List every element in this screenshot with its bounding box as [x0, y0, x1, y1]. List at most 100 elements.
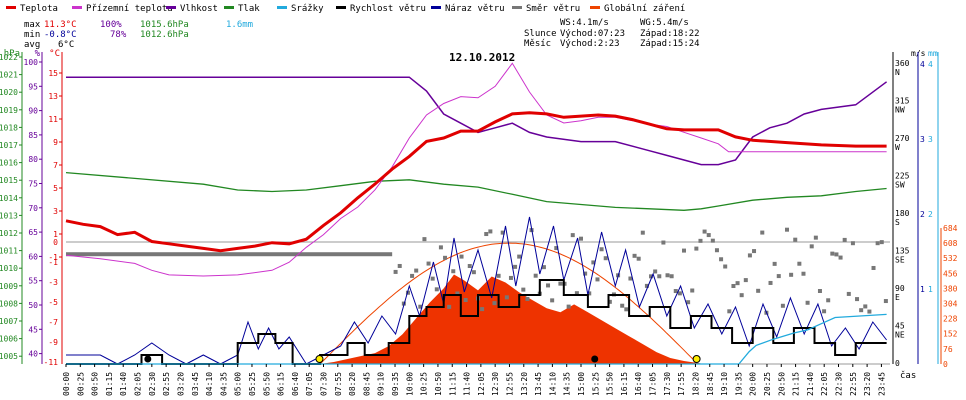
- wind-direction-point: [554, 246, 559, 251]
- wind-direction-point: [756, 288, 761, 293]
- tick-label: 85: [28, 131, 38, 140]
- tick-label: 7: [53, 161, 58, 170]
- wind-direction-point: [801, 271, 806, 276]
- wind-direction-point: [838, 255, 843, 260]
- tick-label: NW: [895, 106, 905, 115]
- wind-direction-point: [859, 308, 864, 313]
- wind-direction-point: [455, 291, 460, 296]
- wind-direction-point: [624, 307, 629, 312]
- x-tick-label: 03:45: [191, 372, 200, 396]
- wind-direction-point: [566, 304, 571, 309]
- tick-label: 684: [943, 224, 958, 233]
- chart-legend: Teplota Přízemní teplota Vlhkost Tlak Srážky…: [6, 4, 685, 14]
- tick-label: 1018: [0, 123, 18, 132]
- wind-direction-point: [410, 273, 415, 278]
- wind-direction-point: [842, 237, 847, 242]
- tick-label: 0: [943, 360, 948, 369]
- x-tick-label: 15:00: [577, 372, 586, 396]
- x-tick-label: 18:45: [706, 372, 715, 396]
- wind-direction-point: [570, 233, 575, 238]
- ground-temp-line: [65, 62, 887, 277]
- wind-direction-point: [579, 236, 583, 241]
- x-tick-label: 22:05: [820, 372, 829, 396]
- x-tick-label: 01:15: [105, 372, 114, 396]
- tick-label: 304: [943, 300, 958, 309]
- wind-direction-point: [550, 298, 555, 303]
- x-tick-label: 00:50: [91, 372, 100, 396]
- tick-label: 135: [895, 247, 910, 256]
- tick-label: 1011: [0, 247, 18, 256]
- wind-direction-point: [443, 255, 448, 260]
- wind-direction-point: [397, 263, 402, 268]
- tick-label: 45: [895, 322, 905, 331]
- x-tick-label: 17:05: [649, 372, 658, 396]
- x-tick-label: 19:10: [720, 372, 729, 396]
- legend-swatch: [277, 6, 287, 9]
- x-tick-label: 17:30: [663, 372, 672, 396]
- tick-label: 0: [53, 238, 58, 247]
- tick-label: 1: [920, 285, 925, 294]
- x-tick-label: 01:40: [119, 372, 128, 396]
- wind-direction-point: [513, 264, 518, 269]
- wind-direction-point: [723, 264, 728, 269]
- tick-label: 456: [943, 269, 958, 278]
- tick-label: -11: [44, 358, 59, 367]
- x-tick-label: 16:40: [634, 372, 643, 396]
- x-tick-label: 21:15: [792, 372, 801, 396]
- wind-direction-point: [657, 274, 662, 279]
- x-tick-label: 20:00: [749, 372, 758, 396]
- rain-line: [66, 313, 887, 365]
- wind-direction-point: [677, 291, 682, 296]
- axis-unit: %: [35, 49, 41, 59]
- legend-swatch: [590, 6, 600, 9]
- wind-direction-point: [484, 232, 489, 237]
- legend-label: Teplota: [20, 4, 58, 14]
- tick-label: 228: [943, 315, 958, 324]
- x-tick-label: 16:15: [620, 372, 629, 396]
- x-tick-label: 23:45: [877, 372, 886, 396]
- x-tick-label: 09:35: [391, 372, 400, 396]
- legend-swatch: [224, 6, 234, 9]
- tick-label: 65: [28, 228, 38, 237]
- tick-label: 1017: [0, 141, 18, 150]
- sun-rise: Východ:07:23: [560, 29, 625, 39]
- wind-direction-point: [834, 252, 839, 257]
- sun-set: Západ:18:22: [640, 29, 700, 39]
- wind-direction-point: [714, 248, 719, 253]
- wind-direction-point: [644, 283, 649, 288]
- x-tick-label: 08:20: [348, 372, 357, 396]
- tick-label: 76: [943, 345, 953, 354]
- wind-info-ws: WS:4.1m/s: [560, 18, 609, 28]
- wind-direction-point: [805, 300, 810, 305]
- wind-direction-point: [393, 269, 398, 274]
- tick-label: 95: [28, 82, 38, 91]
- tick-label: S: [895, 218, 900, 227]
- wind-direction-point: [500, 230, 505, 235]
- wind-direction-point: [463, 297, 468, 302]
- legend-swatch: [336, 6, 346, 9]
- stats-min-temp: -0.8°C: [44, 30, 77, 40]
- moon-label: Měsíc: [524, 39, 551, 49]
- tick-label: 1021: [0, 71, 18, 80]
- wind-direction-point: [797, 261, 802, 266]
- tick-label: 1005: [0, 352, 18, 361]
- x-tick-label: 05:00: [234, 372, 243, 396]
- wind-direction-point: [871, 265, 876, 270]
- pressure-line: [65, 171, 887, 211]
- tick-label: 13: [48, 92, 58, 101]
- tick-label: W: [895, 143, 900, 152]
- wind-direction-point: [459, 254, 464, 259]
- wind-direction-point: [467, 264, 472, 269]
- x-tick-label: 06:40: [291, 372, 300, 396]
- wind-direction-point: [735, 281, 740, 286]
- wind-direction-point: [710, 238, 715, 243]
- wind-direction-point: [426, 261, 431, 266]
- x-tick-label: 15:25: [591, 372, 600, 396]
- wind-direction-point: [628, 276, 633, 281]
- wind-direction-point: [504, 295, 509, 300]
- tick-label: -7: [48, 318, 58, 327]
- x-tick-label: 04:10: [205, 372, 214, 396]
- tick-label: -1: [48, 253, 58, 262]
- x-tick-label: 13:20: [520, 372, 529, 396]
- wind-direction-point: [727, 309, 732, 314]
